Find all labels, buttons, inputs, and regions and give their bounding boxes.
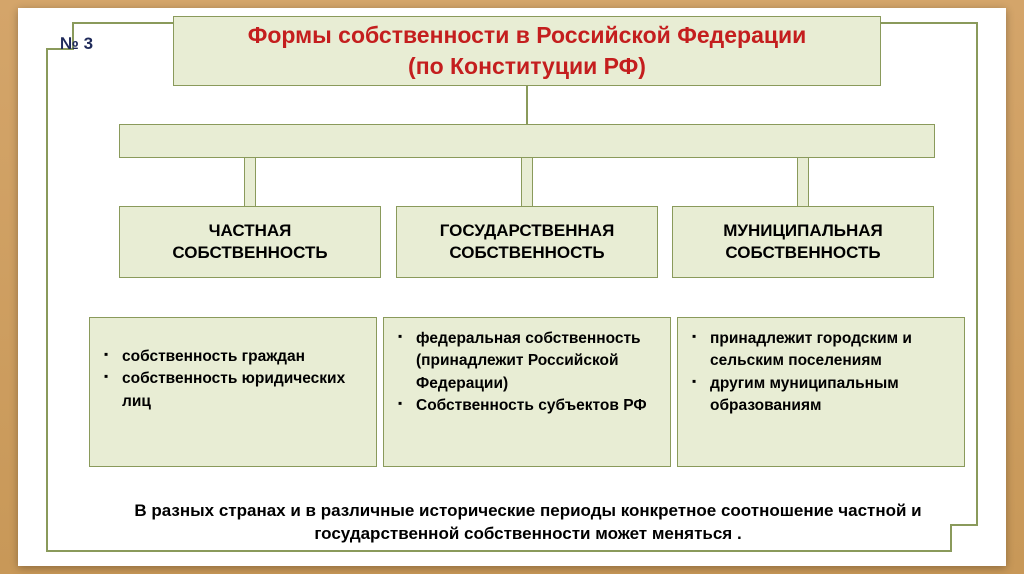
category-label-3a: МУНИЦИПАЛЬНАЯ <box>723 220 883 242</box>
category-label-2a: ГОСУДАРСТВЕННАЯ <box>440 220 615 242</box>
category-label-1a: ЧАСТНАЯ <box>209 220 292 242</box>
category-state: ГОСУДАРСТВЕННАЯ СОБСТВЕННОСТЬ <box>396 206 658 278</box>
connector-center <box>521 158 533 206</box>
hub-box <box>119 124 935 158</box>
detail-private: собственность граждан собственность юрид… <box>89 317 377 467</box>
title-line-1: Формы собственности в Российской Федерац… <box>248 20 807 51</box>
list-item: принадлежит городским и сельским поселен… <box>692 328 950 373</box>
list-item: другим муниципальным образованиям <box>692 373 950 418</box>
footer-text: В разных странах и в различные историчес… <box>78 500 978 546</box>
detail-municipal: принадлежит городским и сельским поселен… <box>677 317 965 467</box>
detail-list-2: федеральная собственность (принадлежит Р… <box>398 328 656 418</box>
category-label-1b: СОБСТВЕННОСТЬ <box>172 242 327 264</box>
connector-right <box>797 158 809 206</box>
slide-number: № 3 <box>60 34 93 54</box>
title-box: Формы собственности в Российской Федерац… <box>173 16 881 86</box>
inner-frame <box>46 22 978 552</box>
category-municipal: МУНИЦИПАЛЬНАЯ СОБСТВЕННОСТЬ <box>672 206 934 278</box>
list-item: собственность юридических лиц <box>104 368 362 413</box>
category-private: ЧАСТНАЯ СОБСТВЕННОСТЬ <box>119 206 381 278</box>
detail-list-1: собственность граждан собственность юрид… <box>104 346 362 413</box>
slide: № 3 Формы собственности в Российской Фед… <box>18 8 1006 566</box>
category-label-2b: СОБСТВЕННОСТЬ <box>449 242 604 264</box>
detail-list-3: принадлежит городским и сельским поселен… <box>692 328 950 418</box>
title-line-2: (по Конституции РФ) <box>408 51 646 82</box>
list-item: собственность граждан <box>104 346 362 368</box>
list-item: Собственность субъектов РФ <box>398 395 656 417</box>
detail-state: федеральная собственность (принадлежит Р… <box>383 317 671 467</box>
list-item: федеральная собственность (принадлежит Р… <box>398 328 656 395</box>
connector-root <box>526 86 528 124</box>
category-label-3b: СОБСТВЕННОСТЬ <box>725 242 880 264</box>
connector-left <box>244 158 256 206</box>
